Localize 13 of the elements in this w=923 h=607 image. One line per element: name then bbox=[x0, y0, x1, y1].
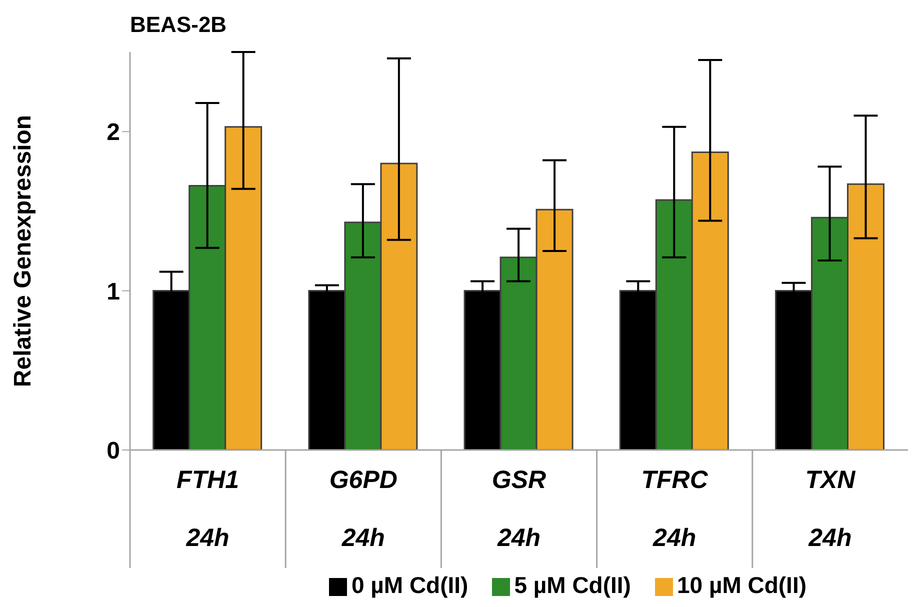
chart-title: BEAS-2B bbox=[130, 12, 227, 38]
category-label: G6PD 24h bbox=[329, 466, 398, 552]
category-label: FTH1 24h bbox=[176, 466, 240, 552]
legend-label: 5 µM Cd(II) bbox=[514, 572, 631, 598]
y-tick-label: 0 bbox=[106, 438, 120, 465]
y-tick-label: 2 bbox=[106, 119, 120, 146]
legend-label: 10 µM Cd(II) bbox=[676, 572, 807, 598]
category-label: GSR 24h bbox=[492, 466, 546, 552]
y-axis-title: Relative Genexpression bbox=[10, 114, 37, 388]
y-tick-label: 1 bbox=[106, 278, 120, 306]
legend-label: 0 µM Cd(II) bbox=[351, 572, 468, 598]
category-label: TXN 24h bbox=[805, 466, 856, 552]
category-label: TFRC 24h bbox=[641, 466, 708, 552]
